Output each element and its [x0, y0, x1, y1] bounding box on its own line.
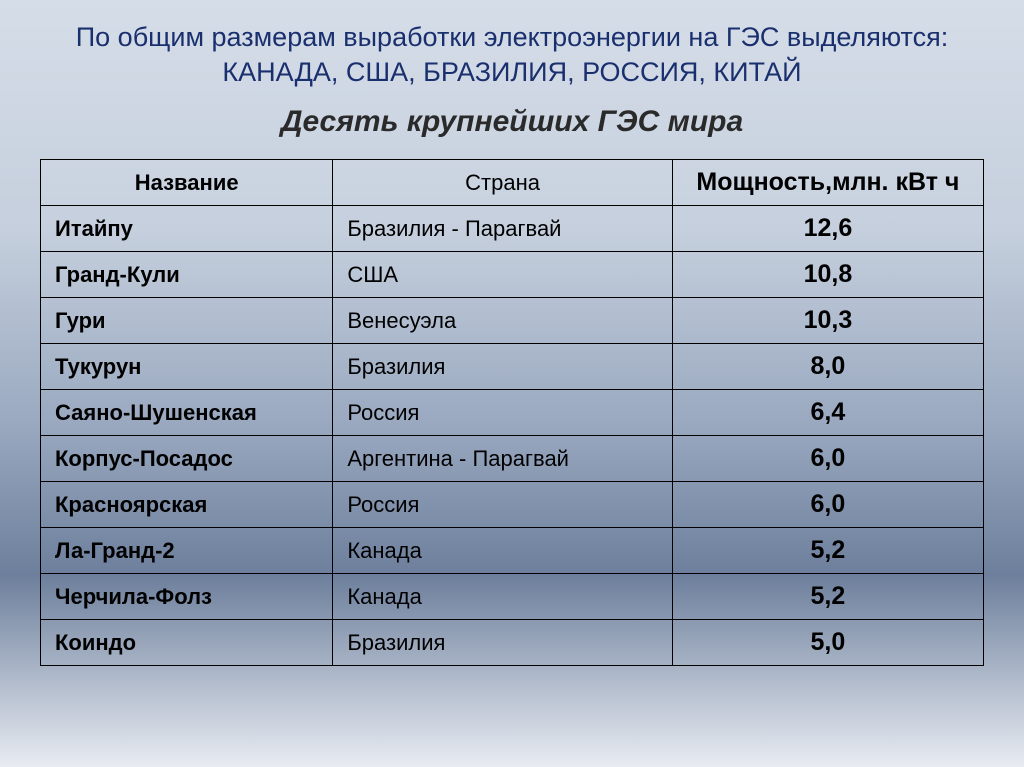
hydro-plants-table: Название Страна Мощность,млн. кВт ч Итай…	[40, 159, 984, 666]
cell-country: Бразилия - Парагвай	[333, 206, 672, 252]
table-row: Саяно-ШушенскаяРоссия6,4	[41, 390, 984, 436]
cell-country: Россия	[333, 390, 672, 436]
table-row: Ла-Гранд-2Канада5,2	[41, 528, 984, 574]
cell-name: Черчила-Фолз	[41, 574, 333, 620]
cell-country: Бразилия	[333, 344, 672, 390]
cell-name: Гури	[41, 298, 333, 344]
cell-power: 10,8	[672, 252, 983, 298]
cell-power: 6,0	[672, 482, 983, 528]
cell-name: Итайпу	[41, 206, 333, 252]
cell-country: Аргентина - Парагвай	[333, 436, 672, 482]
cell-power: 6,4	[672, 390, 983, 436]
cell-power: 5,2	[672, 574, 983, 620]
cell-country: Россия	[333, 482, 672, 528]
cell-country: Венесуэла	[333, 298, 672, 344]
cell-name: Ла-Гранд-2	[41, 528, 333, 574]
table-row: ИтайпуБразилия - Парагвай12,6	[41, 206, 984, 252]
table-row: КоиндоБразилия5,0	[41, 620, 984, 666]
table-row: Черчила-ФолзКанада5,2	[41, 574, 984, 620]
cell-name: Коиндо	[41, 620, 333, 666]
cell-power: 12,6	[672, 206, 983, 252]
table-row: ТукурунБразилия8,0	[41, 344, 984, 390]
table-row: Корпус-ПосадосАргентина - Парагвай6,0	[41, 436, 984, 482]
column-header-name: Название	[41, 160, 333, 206]
column-header-country: Страна	[333, 160, 672, 206]
cell-name: Гранд-Кули	[41, 252, 333, 298]
cell-country: Канада	[333, 574, 672, 620]
table-row: Гранд-КулиСША10,8	[41, 252, 984, 298]
cell-country: США	[333, 252, 672, 298]
cell-power: 6,0	[672, 436, 983, 482]
cell-country: Канада	[333, 528, 672, 574]
cell-name: Тукурун	[41, 344, 333, 390]
table-header-row: Название Страна Мощность,млн. кВт ч	[41, 160, 984, 206]
cell-name: Корпус-Посадос	[41, 436, 333, 482]
cell-country: Бразилия	[333, 620, 672, 666]
table-row: ГуриВенесуэла10,3	[41, 298, 984, 344]
cell-power: 8,0	[672, 344, 983, 390]
column-header-power: Мощность,млн. кВт ч	[672, 160, 983, 206]
table-row: КрасноярскаяРоссия6,0	[41, 482, 984, 528]
cell-power: 10,3	[672, 298, 983, 344]
cell-power: 5,0	[672, 620, 983, 666]
cell-name: Саяно-Шушенская	[41, 390, 333, 436]
slide-heading: По общим размерам выработки электроэнерг…	[40, 20, 984, 90]
cell-power: 5,2	[672, 528, 983, 574]
cell-name: Красноярская	[41, 482, 333, 528]
slide-subtitle: Десять крупнейших ГЭС мира	[40, 105, 984, 139]
